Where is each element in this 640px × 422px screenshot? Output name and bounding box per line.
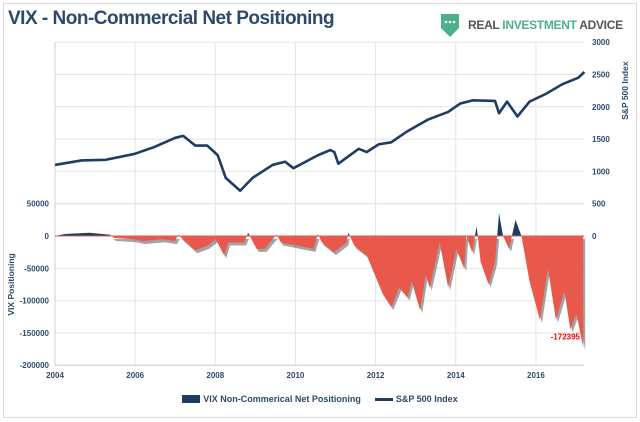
x-tick-label: 2016 (527, 371, 545, 380)
x-tick-label: 2006 (126, 371, 144, 380)
left-axis-label: VIX Positioning (6, 253, 16, 315)
right-tick-label: 3000 (592, 38, 610, 47)
left-tick-label: -50000 (24, 264, 49, 273)
legend-swatch-line (374, 397, 393, 401)
x-tick-label: 2012 (367, 371, 385, 380)
x-tick-label: 2008 (206, 371, 224, 380)
chart-title: VIX - Non-Commercial Net Positioning (8, 8, 335, 29)
left-tick-label: -150000 (20, 329, 50, 338)
x-tick-label: 2014 (447, 371, 465, 380)
logo-text: REAL INVESTMENT ADVICE (468, 18, 623, 32)
logo: REAL INVESTMENT ADVICE (440, 12, 623, 38)
right-tick-label: 1000 (592, 167, 610, 176)
x-tick-label: 2004 (46, 371, 64, 380)
left-tick-label: 50000 (27, 200, 50, 209)
legend-swatch-bar (182, 395, 201, 403)
left-tick-label: 0 (45, 232, 50, 241)
x-tick-label: 2010 (287, 371, 305, 380)
annotation-last-value: -172395 (551, 332, 581, 341)
sp500-line (54, 70, 586, 193)
right-tick-label: 2500 (592, 71, 610, 80)
right-tick-label: 0 (592, 232, 597, 241)
vix-area-shadow (57, 239, 586, 351)
right-tick-label: 500 (592, 200, 606, 209)
right-tick-label: 1500 (592, 135, 610, 144)
chart-frame (3, 3, 637, 418)
right-axis-label: S&P 500 Index (620, 61, 630, 120)
chat-shield-icon (441, 14, 459, 37)
legend: VIX Non-Commerical Net Positioning S&P 5… (0, 394, 640, 404)
vix-area-negative (55, 236, 584, 348)
vix-area-positive (55, 213, 584, 236)
left-tick-label: -200000 (20, 361, 50, 370)
legend-item-vix: VIX Non-Commerical Net Positioning (182, 394, 361, 404)
left-tick-label: -100000 (20, 297, 50, 306)
legend-item-sp500: S&P 500 Index (374, 394, 458, 404)
right-tick-label: 2000 (592, 103, 610, 112)
